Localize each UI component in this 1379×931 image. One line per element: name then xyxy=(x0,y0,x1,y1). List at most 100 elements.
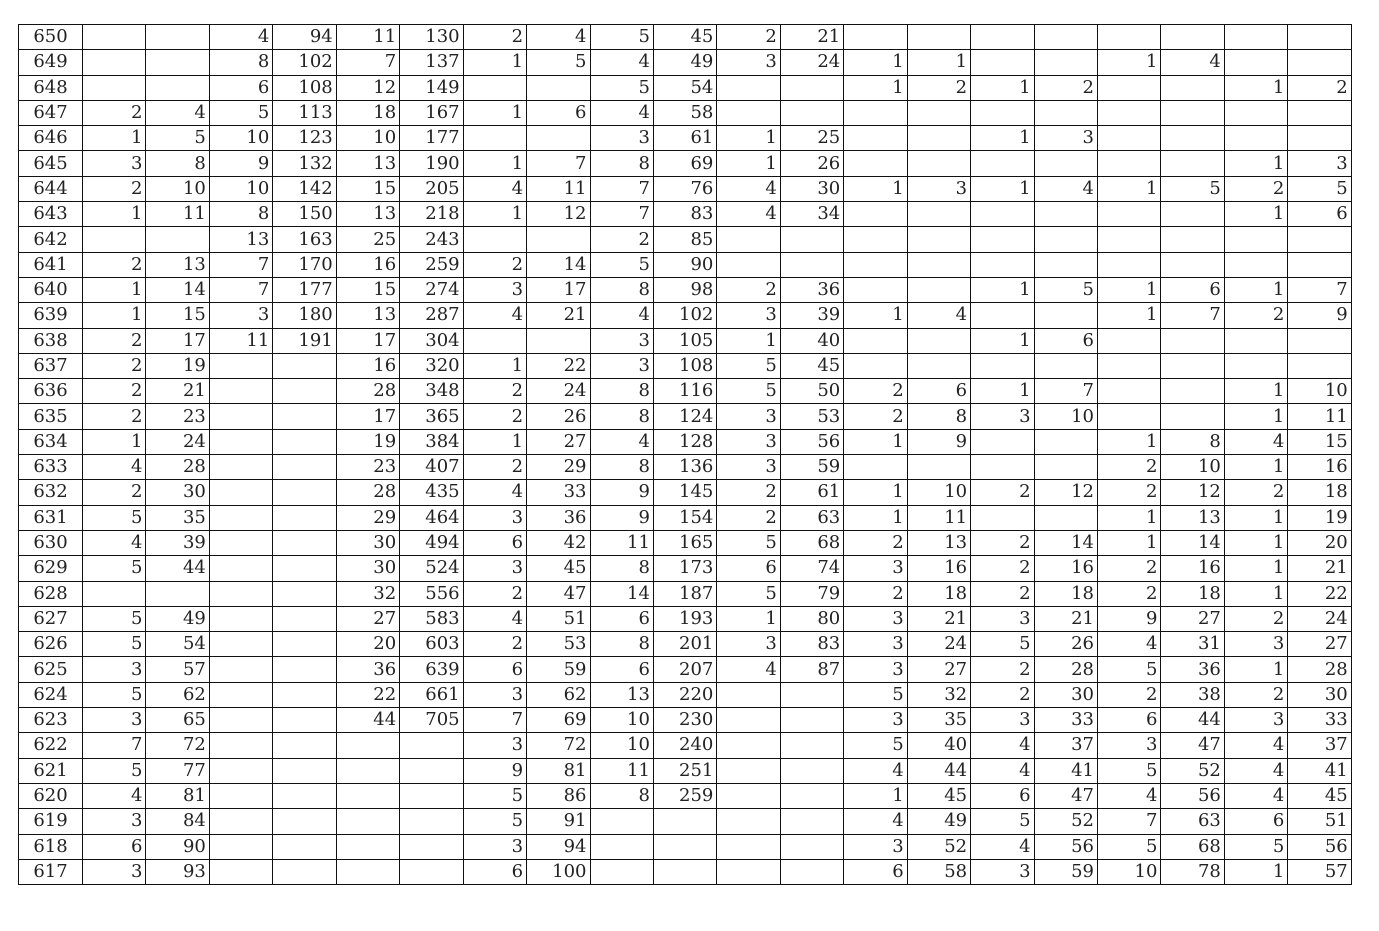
cumulative-cell: 190 xyxy=(399,150,464,177)
cumulative-cell: 93 xyxy=(145,858,210,886)
count-cell: 22 xyxy=(335,681,401,709)
count-cell xyxy=(970,251,1035,278)
count-cell xyxy=(208,529,274,557)
cumulative-cell xyxy=(272,555,337,582)
cumulative-cell: 23 xyxy=(145,403,210,430)
cumulative-cell xyxy=(1287,226,1352,253)
cumulative-cell: 52 xyxy=(1160,757,1225,784)
cumulative-cell xyxy=(272,529,337,557)
cumulative-cell: 17 xyxy=(145,327,210,354)
count-cell: 4 xyxy=(1223,428,1289,456)
count-cell: 4 xyxy=(462,605,528,633)
cumulative-cell: 39 xyxy=(779,302,845,329)
cumulative-cell: 7 xyxy=(526,150,591,177)
count-cell xyxy=(81,74,147,101)
cumulative-cell: 16 xyxy=(1160,555,1225,582)
cumulative-cell xyxy=(652,833,718,860)
count-cell: 9 xyxy=(589,504,654,531)
cumulative-cell: 108 xyxy=(652,352,718,380)
cumulative-cell: 85 xyxy=(652,226,718,253)
cumulative-cell: 30 xyxy=(1287,681,1352,709)
count-cell: 2 xyxy=(1223,302,1289,329)
count-cell: 3 xyxy=(716,428,781,456)
count-cell: 3 xyxy=(970,858,1035,886)
count-cell: 3 xyxy=(843,555,908,582)
cumulative-cell: 4 xyxy=(1160,49,1225,76)
cumulative-cell: 22 xyxy=(1287,580,1352,607)
count-cell: 2 xyxy=(462,378,528,405)
cumulative-cell xyxy=(779,99,845,127)
count-cell: 1 xyxy=(1096,302,1162,329)
count-cell: 2 xyxy=(716,23,781,51)
count-cell: 1 xyxy=(716,605,781,633)
table-row: 635 2 23 17 365 2 26 8 124 3 53 2 8 3 10 1 11 xyxy=(18,403,1352,430)
cumulative-cell: 78 xyxy=(1160,858,1225,886)
count-cell: 4 xyxy=(208,23,274,51)
count-cell: 6 xyxy=(462,529,528,557)
cumulative-cell: 4 xyxy=(145,99,210,127)
count-cell xyxy=(716,782,781,810)
count-cell: 3 xyxy=(589,125,654,152)
cumulative-cell xyxy=(779,858,845,886)
cumulative-cell: 5 xyxy=(1033,276,1099,304)
count-cell: 2 xyxy=(81,327,147,354)
count-cell xyxy=(462,125,528,152)
count-cell: 11 xyxy=(589,529,654,557)
cumulative-cell: 51 xyxy=(526,605,591,633)
cumulative-cell xyxy=(272,378,337,405)
count-cell: 13 xyxy=(335,150,401,177)
count-cell: 4 xyxy=(81,529,147,557)
cumulative-cell xyxy=(1033,226,1099,253)
cumulative-cell: 52 xyxy=(906,833,972,860)
cumulative-cell xyxy=(906,226,972,253)
count-cell: 3 xyxy=(716,302,781,329)
cumulative-cell: 130 xyxy=(399,23,464,51)
cumulative-cell: 167 xyxy=(399,99,464,127)
cumulative-cell: 556 xyxy=(399,580,464,607)
cumulative-cell: 29 xyxy=(526,454,591,481)
count-cell xyxy=(208,352,274,380)
count-cell: 19 xyxy=(335,428,401,456)
count-cell: 1 xyxy=(81,276,147,304)
cumulative-cell: 10 xyxy=(906,479,972,506)
cumulative-cell xyxy=(1160,378,1225,405)
count-cell: 2 xyxy=(462,454,528,481)
cumulative-cell: 177 xyxy=(272,276,337,304)
cumulative-cell xyxy=(526,125,591,152)
count-cell xyxy=(335,808,401,835)
count-cell: 6 xyxy=(462,656,528,683)
count-cell xyxy=(1096,150,1162,177)
cumulative-cell xyxy=(1033,201,1099,228)
score-cell: 646 xyxy=(18,125,83,152)
cumulative-cell xyxy=(1287,352,1352,380)
cumulative-cell: 47 xyxy=(526,580,591,607)
count-cell: 1 xyxy=(81,302,147,329)
cumulative-cell: 42 xyxy=(526,529,591,557)
count-cell: 1 xyxy=(462,49,528,76)
cumulative-cell: 191 xyxy=(272,327,337,354)
count-cell: 2 xyxy=(843,580,908,607)
count-cell: 5 xyxy=(589,23,654,51)
table-row: 628 32 556 2 47 14 187 5 79 2 18 2 18 2 18 1 22 xyxy=(18,580,1352,607)
cumulative-cell: 4 xyxy=(526,23,591,51)
count-cell: 3 xyxy=(589,327,654,354)
cumulative-cell xyxy=(272,631,337,658)
count-cell: 5 xyxy=(462,808,528,835)
cumulative-cell: 62 xyxy=(526,681,591,709)
cumulative-cell: 603 xyxy=(399,631,464,658)
count-cell xyxy=(462,74,528,101)
count-cell: 3 xyxy=(843,707,908,734)
count-cell xyxy=(81,49,147,76)
count-cell: 5 xyxy=(589,74,654,101)
cumulative-cell xyxy=(399,757,464,784)
cumulative-cell xyxy=(1033,49,1099,76)
count-cell: 10 xyxy=(589,707,654,734)
table-row: 620 4 81 5 86 8 259 1 45 6 47 4 56 4 45 xyxy=(18,782,1352,810)
cumulative-cell: 14 xyxy=(1160,529,1225,557)
count-cell xyxy=(843,226,908,253)
cumulative-cell: 10 xyxy=(1287,378,1352,405)
cumulative-cell: 36 xyxy=(1160,656,1225,683)
cumulative-cell: 30 xyxy=(1033,681,1099,709)
cumulative-cell: 53 xyxy=(526,631,591,658)
count-cell: 3 xyxy=(1223,631,1289,658)
